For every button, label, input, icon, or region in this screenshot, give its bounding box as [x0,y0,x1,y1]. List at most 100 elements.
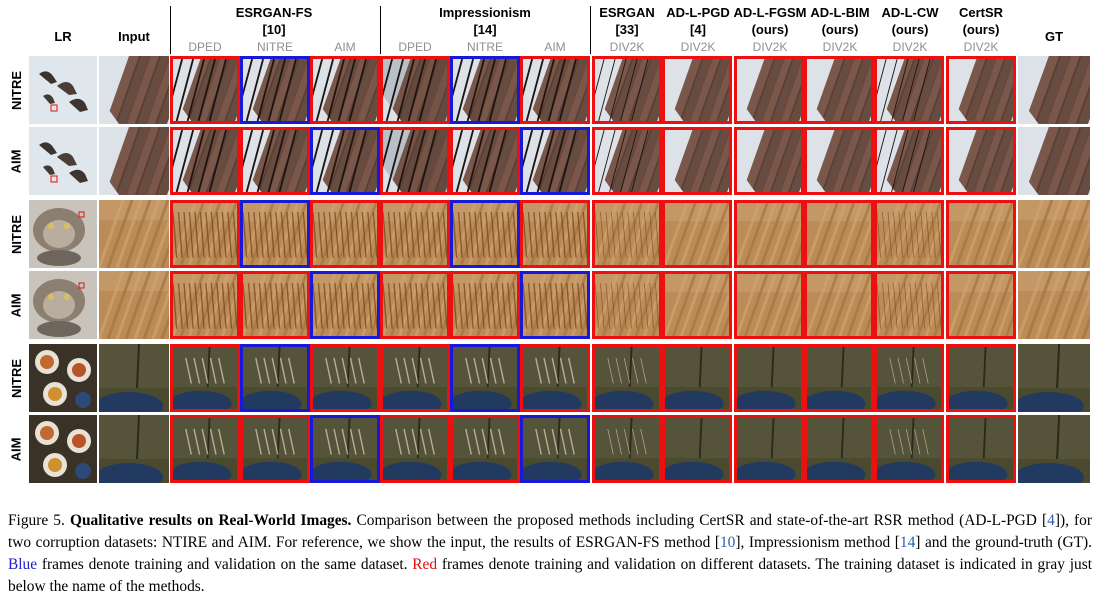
crop-esrgan-fs-dped [170,200,240,268]
crop-impressionism-dped [380,127,450,195]
caption-text: ], Impressionism method [ [735,534,900,551]
caption-figure-label: Figure 5. [8,512,65,529]
sub-ad-l-bim-dataset: DIV2K [822,40,858,54]
group-separator [28,340,1090,344]
row-label-6: AIM [8,437,24,461]
crop-ad-l-fgsm [734,415,804,483]
header-ad-l-fgsm-ref: (ours) [751,22,789,37]
group-separator [28,196,1090,200]
crop-esrgan-fs-aim [310,56,380,124]
lr-thumbnail-cat [29,271,97,339]
sub-esrgan-dataset: DIV2K [609,40,645,54]
crop-ad-l-fgsm [734,271,804,339]
crop-ad-l-cw [874,271,944,339]
caption-citation-link[interactable]: 14 [899,534,916,551]
crop-input [99,344,169,412]
crop-certsr [946,344,1016,412]
header-input: Input [118,29,150,44]
row-label-5: NITRE [8,358,24,398]
caption-citation-link[interactable]: 4 [1047,512,1055,529]
crop-ad-l-bim [804,127,874,195]
crop-esrgan [592,200,662,268]
header-ad-l-bim-ref: (ours) [821,22,859,37]
crop-certsr [946,56,1016,124]
header-divider [380,6,381,54]
sub-certsr-dataset: DIV2K [963,40,999,54]
crop-ad-l-cw [874,344,944,412]
caption-text: Comparison between the proposed methods … [356,512,1048,529]
crop-impressionism-dped [380,271,450,339]
crop-esrgan-fs-dped [170,56,240,124]
crop-ad-l-cw [874,56,944,124]
crop-impressionism-nitre [450,415,520,483]
crop-certsr [946,271,1016,339]
sub-impressionism-nitre: NITRE [467,40,503,54]
header-lr: LR [54,29,72,44]
row-label-4: AIM [8,293,24,317]
sub-impressionism-aim: AIM [544,40,566,54]
sub-ad-l-pgd-dataset: DIV2K [680,40,716,54]
header-certsr-name: CertSR [958,5,1004,20]
crop-impressionism-aim [520,344,590,412]
crop-esrgan-fs-dped [170,415,240,483]
header-esrgan-ref: [33] [615,22,639,37]
crop-ad-l-cw [874,127,944,195]
header-impressionism-ref: [14] [473,22,497,37]
header-ad-l-cw-ref: (ours) [891,22,929,37]
header-esrgan-fs-ref: [10] [262,22,286,37]
crop-esrgan-fs-nitre [240,56,310,124]
caption-citation-link[interactable]: 10 [719,534,736,551]
lr-thumbnail-geese [29,56,97,124]
crop-input [99,127,169,195]
crop-esrgan-fs-aim [310,200,380,268]
header-esrgan-fs-name: ESRGAN-FS [235,5,313,20]
crop-ad-l-pgd [662,415,732,483]
crop-esrgan-fs-nitre [240,200,310,268]
crop-ad-l-pgd [662,127,732,195]
crop-impressionism-dped [380,415,450,483]
crop-impressionism-nitre [450,271,520,339]
crop-ad-l-fgsm [734,56,804,124]
header-ad-l-fgsm-name: AD-L-FGSM [733,5,807,20]
crop-impressionism-dped [380,56,450,124]
crop-gt [1018,200,1090,268]
crop-impressionism-aim [520,271,590,339]
crop-esrgan [592,127,662,195]
crop-impressionism-aim [520,415,590,483]
header-certsr-ref: (ours) [962,22,1000,37]
header-esrgan-name: ESRGAN [599,5,655,20]
figure-caption: Figure 5. Qualitative results on Real-Wo… [8,510,1092,598]
crop-impressionism-aim [520,56,590,124]
crop-ad-l-pgd [662,200,732,268]
crop-ad-l-pgd [662,271,732,339]
crop-ad-l-cw [874,415,944,483]
crop-impressionism-nitre [450,56,520,124]
crop-impressionism-nitre [450,200,520,268]
crop-esrgan-fs-nitre [240,127,310,195]
crop-esrgan-fs-aim [310,344,380,412]
crop-ad-l-bim [804,56,874,124]
crop-esrgan-fs-nitre [240,415,310,483]
crop-gt [1018,56,1090,124]
caption-text: frames denote training and validation on… [8,556,1092,595]
crop-input [99,200,169,268]
caption-red-word: Red [412,556,438,573]
crop-gt [1018,415,1090,483]
caption-blue-word: Blue [8,556,38,573]
crop-gt [1018,344,1090,412]
crop-esrgan-fs-dped [170,344,240,412]
header-divider [590,6,591,54]
header-impressionism-name: Impressionism [439,5,531,20]
crop-esrgan [592,344,662,412]
crop-ad-l-fgsm [734,127,804,195]
header-ad-l-pgd-name: AD-L-PGD [666,5,730,20]
header-divider [170,6,171,54]
crop-impressionism-aim [520,127,590,195]
crop-impressionism-aim [520,200,590,268]
lr-thumbnail-food [29,344,97,412]
crop-ad-l-cw [874,200,944,268]
sub-esrgan-fs-dped: DPED [188,40,222,54]
header-ad-l-cw-name: AD-L-CW [881,5,939,20]
crop-ad-l-fgsm [734,200,804,268]
